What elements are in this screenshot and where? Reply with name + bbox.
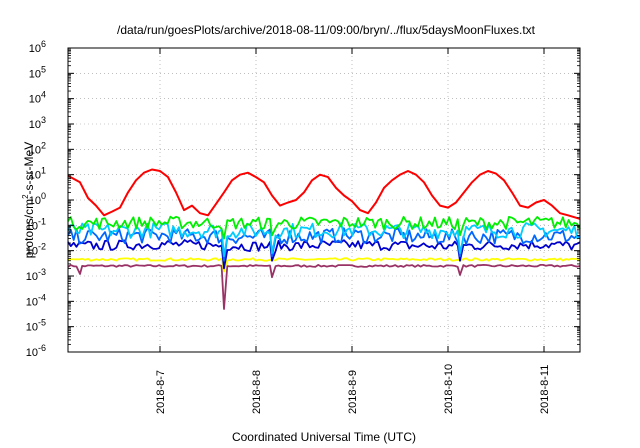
x-tick-label: 2018-8-10 [443, 364, 455, 414]
y-axis-title-post: -s-sr-MeV [22, 142, 36, 195]
y-tick-label: 101 [29, 166, 46, 182]
y-tick-label: 105 [29, 64, 46, 80]
x-axis-ticks: 2018-8-7 2018-8-8 2018-8-9 2018-8-10 2018-8-… [155, 48, 551, 414]
x-tick-label: 2018-8-9 [347, 370, 359, 414]
y-tick-label: 10-1 [26, 216, 46, 232]
x-tick-label: 2018-8-11 [539, 365, 551, 414]
y-tick-label: 106 [29, 39, 46, 55]
y-tick-label: 10-5 [26, 318, 46, 334]
x-axis-title: Coordinated Universal Time (UTC) [232, 430, 416, 444]
grid-lines [68, 48, 580, 352]
y-axis-ticks: 10-6 10-5 10-4 10-3 10-2 10-1 100 101 102 103 104 1… [26, 39, 580, 359]
y-axis-title-sup: 2 [21, 194, 30, 199]
y-tick-label: 102 [29, 140, 46, 156]
series-line-1 [67, 215, 581, 240]
y-axis-title: protons/cm2-s-sr-MeV [21, 142, 36, 258]
series-line-3 [67, 227, 581, 262]
y-tick-label: 10-4 [26, 292, 46, 308]
series-line-5 [67, 257, 581, 273]
y-tick-label: 104 [29, 90, 46, 106]
y-tick-label: 10-2 [26, 242, 46, 258]
y-tick-label: 103 [29, 115, 46, 131]
y-tick-label: 100 [29, 191, 46, 207]
y-tick-label: 10-3 [26, 267, 46, 283]
series-line-6 [67, 264, 581, 310]
chart-title: /data/run/goesPlots/archive/2018-08-11/0… [117, 23, 536, 37]
y-axis-title-pre: protons/cm [22, 199, 36, 258]
series-line-4 [67, 239, 581, 270]
series-line-0 [67, 168, 581, 220]
y-tick-label: 10-6 [26, 343, 46, 359]
series-layer [67, 168, 581, 310]
series-line-2 [67, 222, 581, 258]
x-tick-label: 2018-8-7 [155, 370, 167, 414]
x-tick-label: 2018-8-8 [251, 370, 263, 414]
